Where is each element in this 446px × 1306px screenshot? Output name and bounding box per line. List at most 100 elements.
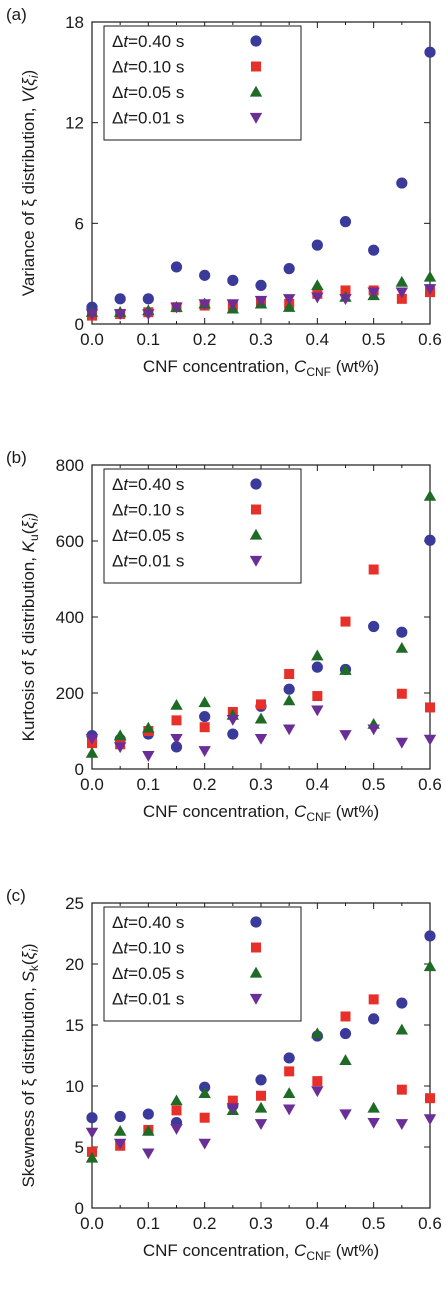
data-point	[142, 751, 155, 762]
data-point	[340, 616, 351, 627]
data-point	[339, 1054, 352, 1066]
data-point	[85, 309, 99, 321]
legend-frame	[103, 468, 302, 584]
data-point	[282, 294, 296, 306]
data-point	[284, 669, 295, 679]
data-point	[170, 733, 183, 745]
series-dt_001	[85, 1086, 437, 1160]
data-point	[227, 728, 239, 740]
chart-panel-c: 0.0 0.1 0.2 0.3 0.4 0.5 0.6 0 5 10 15 20 25 (c) CNF co…	[6, 886, 442, 1263]
data-point	[198, 299, 211, 311]
legend-label: Δt=0.10 s	[112, 939, 184, 958]
data-point	[226, 714, 240, 726]
x-tick-label: 0.5	[362, 330, 386, 349]
y-tick-label: 18	[65, 13, 84, 32]
data-point	[423, 960, 437, 972]
data-point	[367, 1101, 380, 1113]
x-tick-label: 0.3	[249, 1214, 273, 1233]
legend-marker	[251, 504, 261, 515]
y-tick-label: 5	[75, 1138, 84, 1157]
legend-marker	[249, 85, 263, 97]
legend-marker	[249, 528, 263, 540]
legend-label: Δt=0.01 s	[112, 990, 184, 1009]
data-point	[170, 261, 183, 273]
data-point	[367, 1117, 380, 1129]
legend-marker	[251, 61, 261, 72]
x-tick-label: 0.4	[306, 330, 330, 349]
legend-label: Δt=0.10 s	[112, 501, 184, 520]
data-point	[199, 269, 211, 281]
x-tick-label: 0.2	[193, 775, 217, 794]
data-point	[395, 737, 409, 749]
legend-marker	[250, 916, 262, 928]
data-point	[423, 734, 437, 746]
data-point	[368, 564, 379, 575]
data-point	[170, 698, 183, 710]
data-point	[142, 721, 155, 733]
data-point	[367, 287, 380, 299]
data-point	[85, 746, 99, 758]
data-point	[312, 1076, 323, 1087]
data-point	[256, 1090, 266, 1101]
data-point	[396, 688, 407, 699]
data-point	[198, 1138, 211, 1150]
data-point	[423, 1114, 437, 1126]
data-point	[395, 275, 409, 287]
data-point	[311, 649, 324, 661]
legend-frame	[103, 906, 302, 1022]
data-point	[114, 1110, 126, 1123]
x-tick-label: 0.6	[418, 775, 442, 794]
legend-label: Δt=0.05 s	[112, 83, 184, 102]
data-point	[227, 1095, 238, 1106]
legend-frame	[103, 25, 302, 141]
data-point	[114, 293, 126, 305]
data-point	[170, 1094, 183, 1106]
data-point	[424, 534, 436, 546]
data-point	[85, 1127, 99, 1139]
data-point	[113, 729, 127, 741]
data-point	[113, 1138, 127, 1150]
y-axis-label: Skewness of ξ distribution, Sk(ξi)	[19, 943, 41, 1187]
data-point	[198, 696, 211, 708]
data-point	[226, 299, 240, 311]
series-dt_001	[85, 705, 437, 762]
y-tick-label: 12	[65, 114, 84, 133]
legend-marker	[249, 993, 263, 1005]
series-dt_001	[85, 284, 437, 321]
x-axis-label: CNF concentration, CCNF (wt%)	[143, 357, 379, 379]
data-point	[339, 1109, 352, 1121]
data-point	[254, 733, 268, 745]
chart-panel-b: 0.0 0.1 0.2 0.3 0.4 0.5 0.6 0 200 400 600 800 (b) CNF…	[6, 448, 442, 824]
y-tick-label: 400	[56, 608, 84, 627]
data-point	[85, 733, 99, 745]
legend-label: Δt=0.40 s	[112, 913, 184, 932]
series-dt_005	[85, 270, 437, 317]
y-tick-label: 6	[75, 214, 84, 233]
data-point	[339, 730, 352, 741]
data-point	[311, 279, 324, 291]
legend-marker	[250, 35, 262, 47]
data-point	[396, 293, 407, 304]
data-point	[282, 724, 296, 736]
data-point	[113, 1124, 127, 1136]
data-point	[282, 1104, 296, 1116]
data-point	[395, 641, 409, 653]
data-point	[396, 626, 408, 638]
data-point	[425, 702, 435, 713]
data-point	[423, 284, 437, 295]
y-tick-label: 800	[56, 456, 84, 475]
legend-label: Δt=0.40 s	[112, 32, 184, 51]
data-point	[256, 699, 266, 710]
data-point	[368, 1013, 380, 1025]
x-tick-label: 0.3	[249, 330, 273, 349]
y-tick-label: 20	[65, 955, 84, 974]
data-point	[339, 216, 352, 228]
data-point	[282, 1087, 296, 1098]
chart-panel-a: 0.0 0.1 0.2 0.3 0.4 0.5 0.6 0 6 12 18 (a) CNF concen…	[6, 5, 442, 379]
data-point	[340, 1011, 351, 1022]
data-point	[424, 930, 436, 942]
legend: Δt=0.40 s Δt=0.10 s Δt=0.05 s Δt=0.01 s	[103, 468, 302, 584]
x-tick-label: 0.1	[137, 1214, 161, 1233]
data-point	[282, 694, 296, 706]
